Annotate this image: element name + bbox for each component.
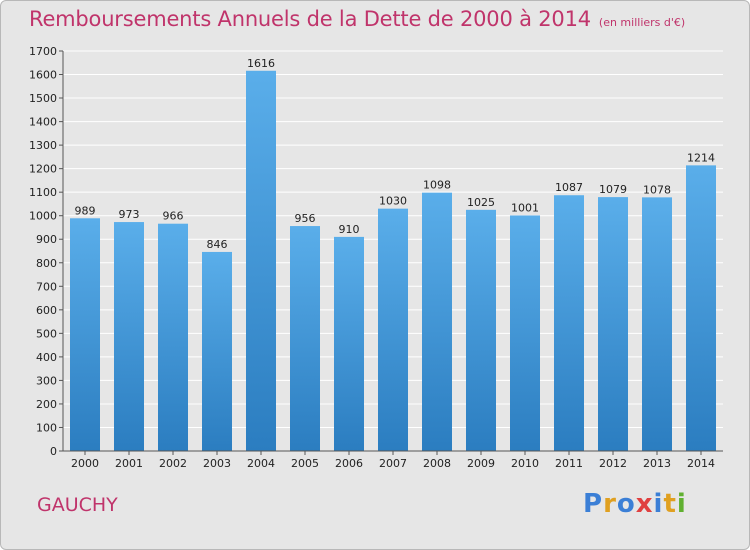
logo-letter: o [616,489,636,519]
x-tick-label: 2003 [203,457,231,470]
bar [554,195,584,451]
x-tick-label: 2011 [555,457,583,470]
bar-value-label: 1098 [423,179,451,192]
axes: 0 100 200 300 400 500 600 700 800 900 1000 1100 1200… [29,45,723,470]
y-tick-label: 1500 [29,92,57,105]
y-tick-label: 900 [36,233,57,246]
bar-value-label: 846 [207,238,228,251]
bar [202,251,232,451]
y-tick-label: 1600 [29,69,57,82]
x-tick-label: 2009 [467,457,495,470]
y-tick-label: 1700 [29,45,57,58]
y-tick-label: 100 [36,421,57,434]
y-tick-label: 800 [36,257,57,270]
bar [510,215,540,451]
bar-value-label: 1001 [511,201,539,214]
bar [246,70,276,451]
city-name: GAUCHY [37,494,118,516]
bar-value-label: 966 [163,210,184,223]
bar [642,197,672,451]
bar [290,226,320,451]
x-tick-label: 2014 [687,457,715,470]
logo-letter: x [635,489,654,519]
bar [378,208,408,451]
logo-letter: r [603,489,617,519]
y-tick-label: 600 [36,304,57,317]
proxiti-logo: Proxiti [583,489,687,519]
bar-value-label: 973 [119,208,140,221]
bar [70,218,100,451]
bar [686,165,716,451]
x-tick-label: 2012 [599,457,627,470]
bar-value-label: 1079 [599,183,627,196]
x-tick-label: 2001 [115,457,143,470]
logo-letter: t [663,489,677,519]
y-tick-label: 300 [36,374,57,387]
bar [422,192,452,451]
chart-title: Remboursements Annuels de la Dette de 20… [29,7,591,31]
bar-value-label: 1616 [247,57,275,70]
x-tick-label: 2010 [511,457,539,470]
y-tick-label: 1200 [29,163,57,176]
y-tick-label: 1300 [29,139,57,152]
bar-value-label: 1087 [555,181,583,194]
x-tick-label: 2008 [423,457,451,470]
y-tick-label: 500 [36,327,57,340]
y-tick-label: 1400 [29,116,57,129]
bar [334,236,364,451]
bar-value-label: 956 [295,212,316,225]
bar-value-label: 1078 [643,183,671,196]
y-tick-label: 0 [50,445,57,458]
bar [114,222,144,451]
bar-value-label: 1030 [379,195,407,208]
logo-letter: P [583,489,604,519]
y-tick-label: 400 [36,351,57,364]
x-tick-label: 2006 [335,457,363,470]
x-tick-label: 2002 [159,457,187,470]
bar-value-label: 989 [75,204,96,217]
y-tick-label: 700 [36,280,57,293]
chart-title-block: Remboursements Annuels de la Dette de 20… [29,7,685,31]
x-tick-label: 2000 [71,457,99,470]
bar [158,223,188,451]
bar [466,209,496,451]
bar [598,197,628,451]
x-tick-label: 2005 [291,457,319,470]
y-tick-label: 1000 [29,210,57,223]
y-tick-label: 1100 [29,186,57,199]
bar-value-label: 1214 [687,151,715,164]
chart-subtitle: (en milliers d'€) [598,16,686,29]
bar-value-label: 1025 [467,196,495,209]
bars: 989 973 966 846 1616 956 910 1030 1098 1025 1001 10… [70,57,716,451]
x-tick-label: 2004 [247,457,275,470]
x-tick-label: 2013 [643,457,671,470]
y-tick-label: 200 [36,398,57,411]
logo-letter: i [676,489,687,519]
x-tick-label: 2007 [379,457,407,470]
logo-letter: i [653,489,664,519]
bar-value-label: 910 [339,223,360,236]
